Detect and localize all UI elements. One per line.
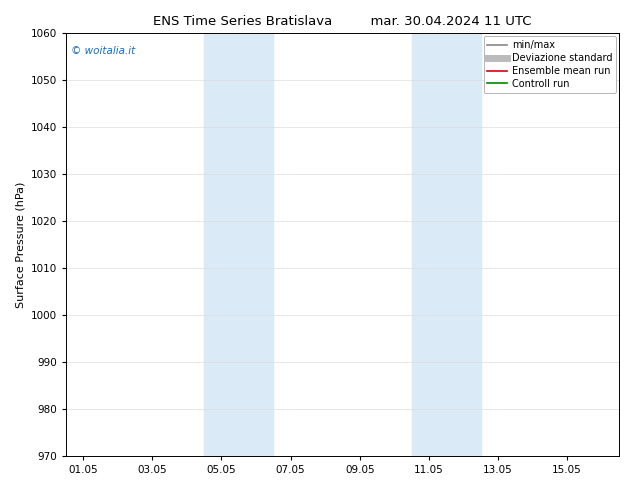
Bar	[411, 33, 481, 456]
Bar	[204, 33, 273, 456]
Text: © woitalia.it: © woitalia.it	[72, 46, 136, 56]
Y-axis label: Surface Pressure (hPa): Surface Pressure (hPa)	[15, 181, 25, 308]
Legend: min/max, Deviazione standard, Ensemble mean run, Controll run: min/max, Deviazione standard, Ensemble m…	[484, 36, 616, 93]
Title: ENS Time Series Bratislava         mar. 30.04.2024 11 UTC: ENS Time Series Bratislava mar. 30.04.20…	[153, 15, 532, 28]
